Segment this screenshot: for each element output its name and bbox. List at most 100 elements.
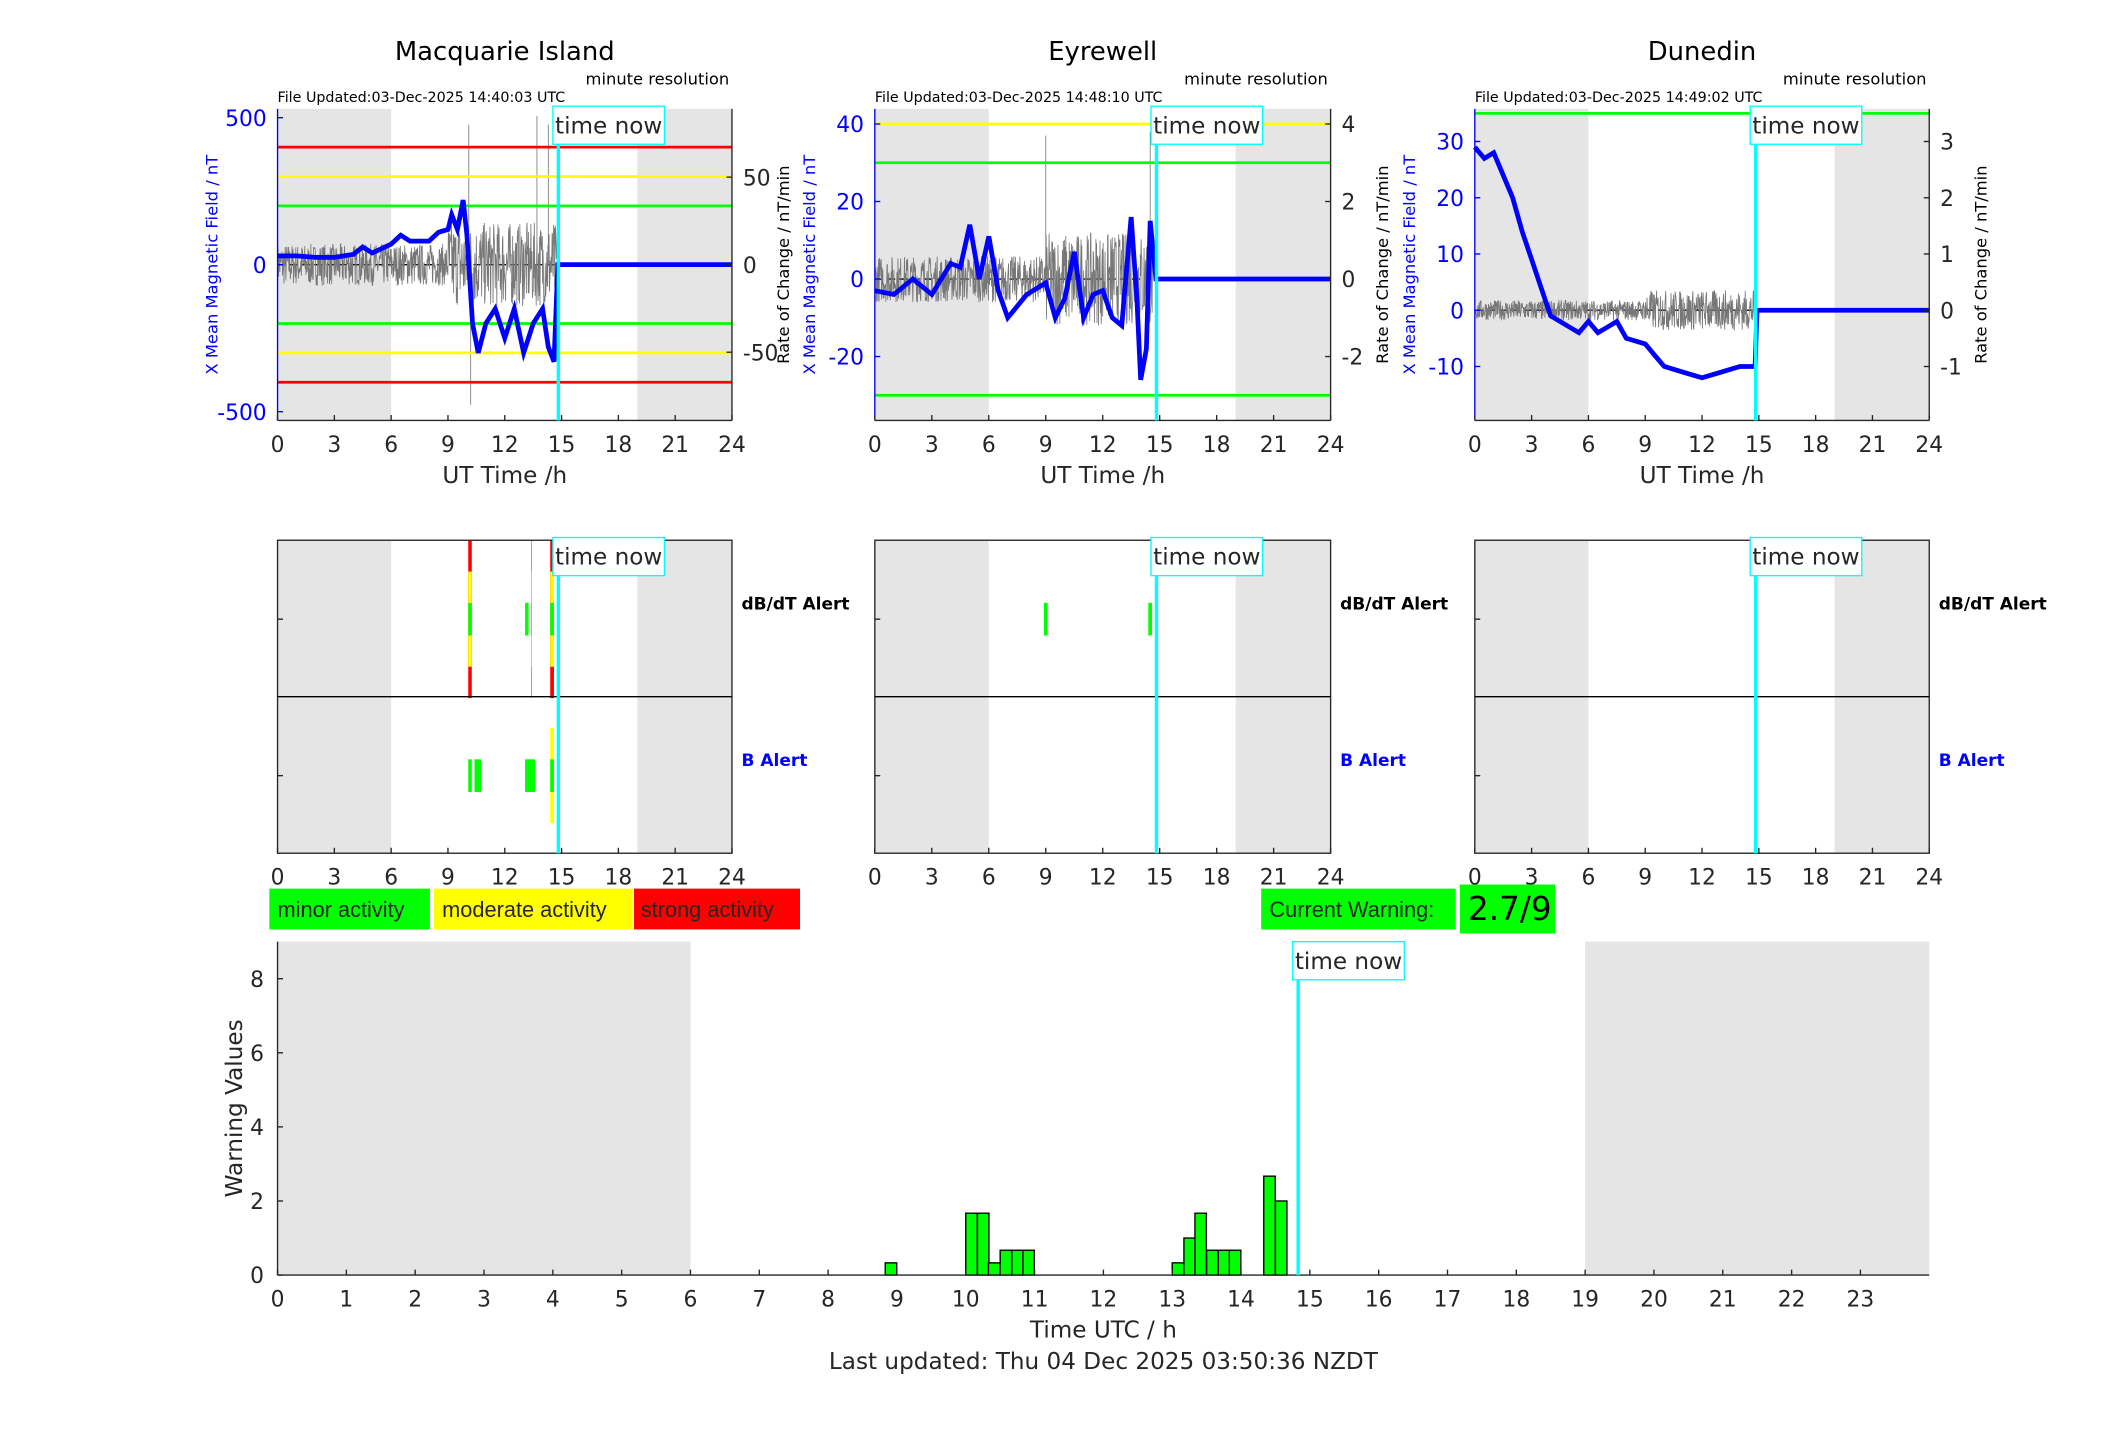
x-axis-label: Time UTC / h	[1029, 1318, 1177, 1344]
x-tick-label: 10	[952, 1287, 980, 1312]
magnetometer-panel-2: 0 3 6 9 12 15 18 21 24-100102030-10123DunedinFil…	[1400, 37, 1990, 489]
warning-bar	[1183, 1237, 1197, 1276]
warning-bar	[1194, 1212, 1208, 1276]
y-axis-label: Warning Values	[222, 1019, 248, 1197]
x-tick-label: 12	[1089, 433, 1117, 458]
panel-title: Macquarie Island	[395, 37, 615, 67]
x-tick-label: 21	[661, 866, 689, 891]
rate-of-change-line	[1474, 289, 1756, 331]
x-tick-label: 11	[1021, 1287, 1049, 1312]
x-tick-label: 7	[752, 1287, 766, 1312]
x-tick-label: 6	[384, 433, 398, 458]
y-right-tick-label: 1	[1940, 243, 1954, 268]
x-tick-label: 6	[982, 866, 996, 891]
legend-minor-label: minor activity	[278, 897, 405, 922]
x-tick-label: 18	[1203, 433, 1231, 458]
x-tick-label: 9	[441, 866, 455, 891]
rate-of-change-line	[277, 115, 559, 405]
last-updated: Last updated: Thu 04 Dec 2025 03:50:36 N…	[829, 1349, 1379, 1375]
warning-bar	[1011, 1249, 1025, 1276]
current-warning-label: Current Warning:	[1269, 897, 1434, 922]
dbdt-alert-block	[1043, 602, 1048, 636]
dbdt-alert-block	[525, 602, 529, 636]
current-warning: Current Warning: 2.7/9	[1261, 884, 1556, 934]
dbdt-alert-block	[468, 602, 472, 636]
y-right-axis-label: Rate of Change / nT/min	[774, 165, 793, 363]
y-tick-label: -10	[1428, 356, 1464, 381]
file-updated: File Updated:03-Dec-2025 14:49:02 UTC	[1475, 90, 1763, 106]
time-now-box	[1749, 536, 1863, 577]
y-right-tick-label: 0	[1341, 268, 1355, 293]
time-now-label: time now	[1752, 545, 1859, 571]
y-tick-label: 0	[253, 254, 267, 279]
y-right-tick-label: 0	[743, 254, 757, 279]
x-tick-label: 15	[1745, 866, 1773, 891]
x-tick-label: 0	[868, 866, 882, 891]
y-tick-label: 20	[1436, 187, 1464, 212]
current-warning-value-box	[1459, 884, 1556, 934]
x-axis-label: UT Time /h	[1640, 463, 1765, 489]
y-right-axis-label: Rate of Change / nT/min	[1971, 165, 1990, 363]
panel-title: Dunedin	[1648, 37, 1757, 67]
x-tick-label: 6	[384, 866, 398, 891]
warning-bar	[1217, 1249, 1231, 1276]
y-right-tick-label: 3	[1940, 131, 1954, 156]
y-axis-label: X Mean Magnetic Field / nT	[203, 154, 222, 375]
y-tick-label: 10	[1436, 243, 1464, 268]
x-tick-label: 15	[1745, 433, 1773, 458]
y-tick-label: 40	[836, 113, 864, 138]
y-axis-label: X Mean Magnetic Field / nT	[800, 154, 819, 375]
dbdt-alert-label: dB/dT Alert	[1939, 595, 2047, 615]
x-tick-label: 22	[1778, 1287, 1806, 1312]
y-axis-label: X Mean Magnetic Field / nT	[1400, 154, 1419, 375]
y-right-tick-label: 2	[1940, 187, 1954, 212]
time-now-box	[1749, 105, 1863, 145]
mean-field-line	[874, 216, 1331, 381]
time-now-box	[1150, 105, 1264, 145]
x-tick-label: 4	[546, 1287, 560, 1312]
dbdt-alert-label: dB/dT Alert	[741, 595, 849, 615]
x-tick-label: 9	[1638, 866, 1652, 891]
x-tick-label: 3	[1525, 433, 1539, 458]
x-tick-label: 18	[1802, 433, 1830, 458]
y-right-tick-label: -2	[1341, 346, 1363, 371]
legend-moderate-swatch	[434, 888, 633, 930]
x-tick-label: 15	[1146, 433, 1174, 458]
file-updated: File Updated:03-Dec-2025 14:48:10 UTC	[875, 90, 1163, 106]
x-tick-label: 12	[491, 433, 519, 458]
x-tick-label: 12	[1688, 866, 1716, 891]
x-tick-label: 6	[982, 433, 996, 458]
x-tick-label: 0	[271, 1287, 285, 1312]
warning-bar	[976, 1212, 990, 1276]
time-now-box	[552, 105, 666, 145]
y-right-tick-label: 4	[1341, 113, 1355, 138]
x-tick-label: 24	[1317, 433, 1345, 458]
y-right-tick-label: -50	[743, 341, 779, 366]
x-tick-label: 19	[1571, 1287, 1599, 1312]
x-tick-label: 15	[548, 433, 576, 458]
y-right-tick-label: 50	[743, 166, 771, 191]
y-tick-label: 8	[250, 968, 264, 993]
x-tick-label: 24	[718, 866, 746, 891]
x-tick-label: 5	[615, 1287, 629, 1312]
legend: minor activity moderate activity strong …	[269, 888, 800, 930]
x-tick-label: 9	[1039, 866, 1053, 891]
current-warning-value: 2.7/9	[1468, 890, 1552, 928]
x-tick-label: 12	[1090, 1287, 1118, 1312]
y-tick-label: 2	[250, 1190, 264, 1215]
warning-bar	[884, 1262, 898, 1276]
b-alert-block	[550, 759, 554, 792]
alert-panel-1: 0 3 6 9 12 15 18 21 24 dB/dT Alert B Alert time now	[868, 536, 1448, 891]
x-tick-label: 20	[1640, 1287, 1668, 1312]
x-tick-label: 3	[327, 866, 341, 891]
warning-bar	[999, 1249, 1013, 1276]
x-tick-label: 13	[1158, 1287, 1186, 1312]
x-tick-label: 12	[1688, 433, 1716, 458]
time-now-box	[552, 536, 666, 577]
x-tick-label: 6	[1582, 433, 1596, 458]
y-tick-label: 0	[850, 268, 864, 293]
warning-bar	[1022, 1249, 1036, 1276]
b-alert-label: B Alert	[1340, 751, 1406, 771]
x-tick-label: 6	[1582, 866, 1596, 891]
x-tick-label: 9	[1039, 433, 1053, 458]
